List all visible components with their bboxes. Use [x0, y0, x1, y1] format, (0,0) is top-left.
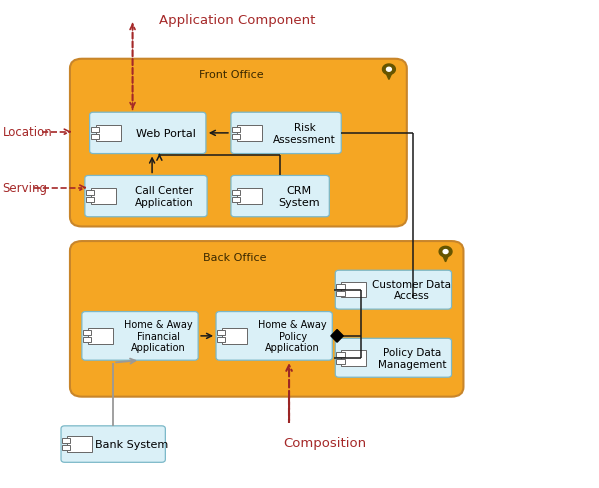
FancyArrowPatch shape [150, 159, 155, 173]
FancyBboxPatch shape [232, 191, 240, 196]
FancyBboxPatch shape [88, 328, 113, 344]
Text: Location: Location [2, 126, 52, 139]
Polygon shape [385, 70, 394, 81]
FancyBboxPatch shape [90, 128, 99, 133]
Text: Front Office: Front Office [199, 70, 264, 80]
Text: Web Portal: Web Portal [137, 129, 196, 139]
FancyBboxPatch shape [336, 291, 344, 296]
FancyBboxPatch shape [336, 352, 344, 357]
FancyBboxPatch shape [83, 337, 91, 342]
Text: Back Office: Back Office [204, 252, 267, 262]
FancyArrowPatch shape [64, 130, 70, 135]
Text: Call Center
Application: Call Center Application [135, 186, 193, 207]
Text: CRM
System: CRM System [278, 186, 319, 207]
FancyBboxPatch shape [231, 176, 329, 217]
FancyArrowPatch shape [157, 155, 162, 161]
FancyBboxPatch shape [341, 350, 366, 366]
FancyBboxPatch shape [86, 198, 94, 203]
Polygon shape [383, 65, 395, 75]
FancyBboxPatch shape [232, 198, 240, 203]
FancyBboxPatch shape [232, 128, 240, 133]
FancyBboxPatch shape [341, 283, 366, 298]
FancyBboxPatch shape [237, 189, 262, 204]
FancyBboxPatch shape [237, 126, 262, 142]
FancyArrowPatch shape [130, 25, 135, 110]
FancyBboxPatch shape [335, 271, 452, 309]
FancyBboxPatch shape [232, 135, 240, 140]
FancyArrowPatch shape [201, 334, 211, 339]
FancyBboxPatch shape [217, 330, 225, 335]
Text: Bank System: Bank System [95, 439, 168, 449]
Polygon shape [441, 252, 450, 262]
Polygon shape [439, 247, 452, 257]
FancyArrowPatch shape [116, 359, 135, 364]
FancyBboxPatch shape [90, 135, 99, 140]
FancyBboxPatch shape [216, 312, 332, 361]
FancyBboxPatch shape [231, 113, 341, 154]
FancyBboxPatch shape [62, 445, 70, 450]
FancyArrowPatch shape [210, 131, 228, 136]
FancyBboxPatch shape [86, 191, 94, 196]
FancyBboxPatch shape [85, 176, 207, 217]
FancyArrowPatch shape [80, 186, 85, 191]
Text: Policy Data
Management: Policy Data Management [377, 347, 446, 369]
FancyBboxPatch shape [90, 113, 206, 154]
Text: Serving: Serving [2, 182, 47, 195]
Text: Home & Away
Policy
Application: Home & Away Policy Application [258, 320, 327, 353]
Text: Home & Away
Financial
Application: Home & Away Financial Application [124, 320, 193, 353]
FancyBboxPatch shape [96, 126, 120, 142]
Polygon shape [331, 330, 343, 343]
FancyBboxPatch shape [62, 438, 70, 443]
FancyBboxPatch shape [217, 337, 225, 342]
FancyBboxPatch shape [336, 359, 344, 364]
Polygon shape [443, 250, 448, 254]
Text: Application Component: Application Component [159, 14, 315, 26]
FancyBboxPatch shape [82, 312, 198, 361]
FancyBboxPatch shape [222, 328, 247, 344]
FancyBboxPatch shape [70, 60, 407, 227]
Polygon shape [386, 68, 391, 72]
FancyBboxPatch shape [91, 189, 116, 204]
Text: Customer Data
Access: Customer Data Access [373, 279, 452, 301]
FancyBboxPatch shape [335, 339, 452, 377]
FancyBboxPatch shape [61, 426, 165, 462]
FancyBboxPatch shape [70, 242, 464, 397]
Text: Risk
Assessment: Risk Assessment [273, 123, 336, 144]
FancyBboxPatch shape [83, 330, 91, 335]
Text: Composition: Composition [283, 436, 367, 448]
FancyBboxPatch shape [336, 284, 344, 289]
FancyBboxPatch shape [67, 436, 92, 452]
